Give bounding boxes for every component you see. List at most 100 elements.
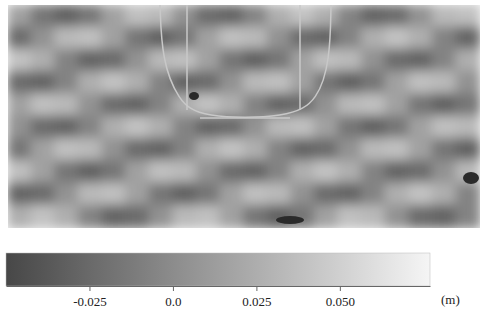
cell xyxy=(172,5,198,28)
tick-mark xyxy=(256,286,257,291)
cell xyxy=(31,26,57,50)
cell xyxy=(361,49,387,73)
hull-line xyxy=(186,5,188,110)
cell xyxy=(361,5,387,28)
cell xyxy=(54,49,80,73)
cell xyxy=(314,205,340,228)
tick-label: 0.0 xyxy=(165,294,181,309)
cell xyxy=(385,71,411,95)
cell xyxy=(196,182,222,206)
cell xyxy=(267,5,293,28)
cell xyxy=(361,160,387,184)
cell xyxy=(219,160,245,184)
cell xyxy=(125,160,151,184)
cell xyxy=(243,71,269,95)
cell xyxy=(219,5,245,28)
cell xyxy=(243,205,269,228)
cell xyxy=(196,5,222,28)
cell xyxy=(78,93,104,117)
cell xyxy=(78,71,104,95)
cell xyxy=(385,49,411,73)
cell xyxy=(243,49,269,73)
hull xyxy=(160,5,331,117)
cell xyxy=(172,26,198,50)
cell xyxy=(408,160,434,184)
hull-line xyxy=(299,5,301,110)
cell xyxy=(219,26,245,50)
cell xyxy=(408,205,434,228)
cell xyxy=(219,93,245,117)
cell xyxy=(267,71,293,95)
cell xyxy=(432,93,458,117)
cell xyxy=(54,160,80,184)
cell xyxy=(314,182,340,206)
cell xyxy=(385,160,411,184)
tick-mark xyxy=(173,286,174,291)
cell xyxy=(101,182,127,206)
cell xyxy=(149,93,175,117)
cell xyxy=(31,49,57,73)
cell xyxy=(149,71,175,95)
cell xyxy=(337,93,363,117)
cell xyxy=(408,26,434,50)
cell xyxy=(78,116,104,140)
cell xyxy=(267,138,293,162)
cell xyxy=(8,182,33,206)
cell xyxy=(125,71,151,95)
cell xyxy=(243,5,269,28)
cell xyxy=(385,205,411,228)
cell xyxy=(290,71,316,95)
cell xyxy=(243,26,269,50)
cell xyxy=(101,205,127,228)
cell xyxy=(54,71,80,95)
cell xyxy=(455,71,480,95)
cell xyxy=(8,205,33,228)
cell xyxy=(125,26,151,50)
cell xyxy=(385,182,411,206)
cell xyxy=(101,26,127,50)
cell xyxy=(219,182,245,206)
cell xyxy=(172,116,198,140)
cell xyxy=(101,5,127,28)
cell xyxy=(290,160,316,184)
cell xyxy=(455,49,480,73)
cell xyxy=(31,5,57,28)
cell xyxy=(385,116,411,140)
cell xyxy=(8,116,33,140)
tick: 0.025 xyxy=(242,286,271,309)
cell xyxy=(432,5,458,28)
tick-mark xyxy=(89,286,90,291)
colorbar-axis: -0.0250.00.0250.050 xyxy=(7,286,431,309)
cell xyxy=(219,49,245,73)
cell xyxy=(149,138,175,162)
cell xyxy=(290,182,316,206)
cell xyxy=(290,5,316,28)
cell xyxy=(408,5,434,28)
cell xyxy=(31,71,57,95)
cell xyxy=(361,26,387,50)
cell xyxy=(125,182,151,206)
cell xyxy=(432,182,458,206)
cell xyxy=(314,26,340,50)
cell xyxy=(243,138,269,162)
cell xyxy=(408,49,434,73)
cell xyxy=(125,93,151,117)
cell xyxy=(219,116,245,140)
cell xyxy=(290,138,316,162)
cell xyxy=(267,182,293,206)
cell xyxy=(267,160,293,184)
cell xyxy=(455,26,480,50)
cell xyxy=(361,138,387,162)
cell xyxy=(31,205,57,228)
cell xyxy=(8,26,33,50)
cell xyxy=(125,5,151,28)
cell xyxy=(125,49,151,73)
cell xyxy=(172,49,198,73)
cell xyxy=(149,160,175,184)
cell xyxy=(101,93,127,117)
cell xyxy=(78,5,104,28)
cell xyxy=(337,205,363,228)
cell xyxy=(432,49,458,73)
cell xyxy=(337,49,363,73)
cell xyxy=(101,116,127,140)
